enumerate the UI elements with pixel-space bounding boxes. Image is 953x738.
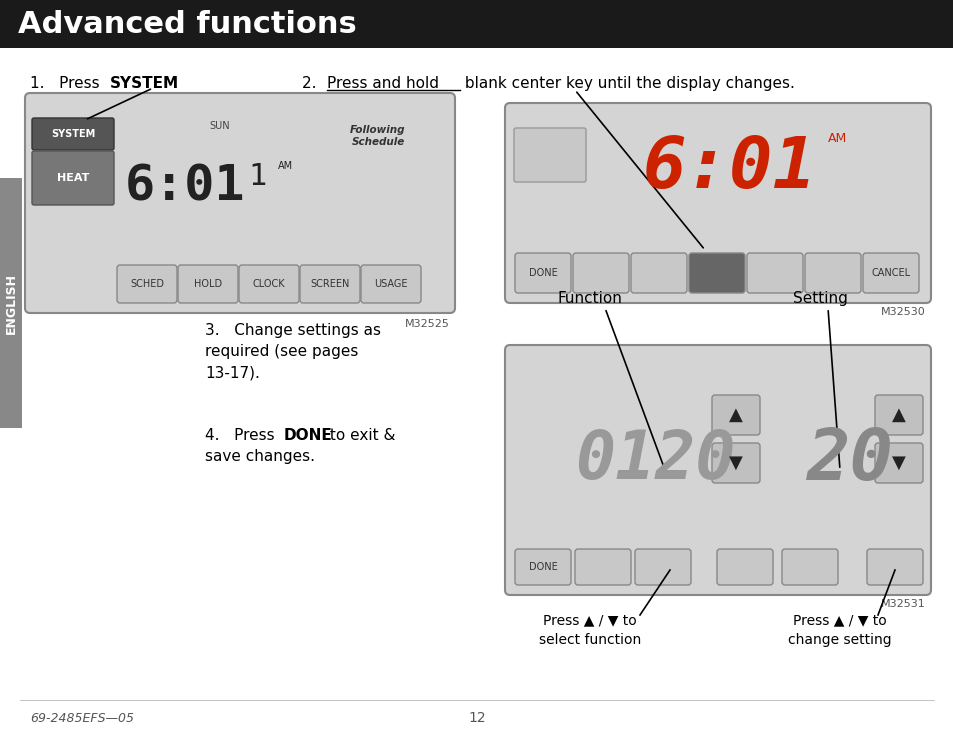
FancyBboxPatch shape: [804, 253, 861, 293]
Text: CANCEL: CANCEL: [870, 268, 909, 278]
Text: save changes.: save changes.: [205, 449, 314, 464]
FancyBboxPatch shape: [32, 151, 113, 205]
FancyBboxPatch shape: [0, 0, 953, 48]
FancyBboxPatch shape: [299, 265, 359, 303]
Text: AM: AM: [277, 161, 293, 171]
Text: ▲: ▲: [891, 406, 905, 424]
Text: 12: 12: [468, 711, 485, 725]
FancyBboxPatch shape: [117, 265, 177, 303]
Text: M32530: M32530: [881, 307, 925, 317]
Text: to exit &: to exit &: [325, 428, 395, 443]
Text: USAGE: USAGE: [374, 279, 407, 289]
Text: 1.   Press: 1. Press: [30, 75, 105, 91]
Text: 4.   Press: 4. Press: [205, 428, 279, 443]
FancyBboxPatch shape: [504, 345, 930, 595]
Text: 6:01: 6:01: [125, 162, 245, 210]
Text: ▼: ▼: [891, 454, 905, 472]
FancyBboxPatch shape: [781, 549, 837, 585]
Text: M32531: M32531: [881, 599, 925, 609]
FancyBboxPatch shape: [573, 253, 628, 293]
Text: HOLD: HOLD: [193, 279, 222, 289]
FancyBboxPatch shape: [515, 549, 571, 585]
Text: SCHED: SCHED: [130, 279, 164, 289]
Text: 3.   Change settings as: 3. Change settings as: [205, 323, 380, 338]
FancyBboxPatch shape: [360, 265, 420, 303]
Text: blank center key until the display changes.: blank center key until the display chang…: [459, 75, 794, 91]
Text: select function: select function: [538, 633, 640, 647]
Text: HEAT: HEAT: [57, 173, 89, 183]
Text: .: .: [172, 75, 176, 91]
Text: AM: AM: [827, 131, 846, 145]
FancyBboxPatch shape: [746, 253, 802, 293]
Text: Function: Function: [557, 291, 621, 306]
Text: required (see pages: required (see pages: [205, 344, 358, 359]
Text: DONE: DONE: [284, 428, 333, 443]
Text: ▼: ▼: [728, 454, 742, 472]
Text: Advanced functions: Advanced functions: [18, 10, 356, 38]
Text: Press ▲ / ▼ to: Press ▲ / ▼ to: [542, 613, 637, 627]
FancyBboxPatch shape: [178, 265, 237, 303]
FancyBboxPatch shape: [635, 549, 690, 585]
Text: ▲: ▲: [728, 406, 742, 424]
Text: Press ▲ / ▼ to: Press ▲ / ▼ to: [792, 613, 886, 627]
Text: 69-2485EFS—05: 69-2485EFS—05: [30, 711, 133, 725]
Text: DONE: DONE: [528, 562, 557, 572]
FancyBboxPatch shape: [866, 549, 923, 585]
Text: 6:01: 6:01: [642, 134, 816, 202]
Text: change setting: change setting: [787, 633, 891, 647]
Text: SYSTEM: SYSTEM: [51, 129, 95, 139]
Text: SUN: SUN: [210, 121, 230, 131]
FancyBboxPatch shape: [874, 395, 923, 435]
Text: 2.: 2.: [302, 75, 331, 91]
Text: SCREEN: SCREEN: [310, 279, 350, 289]
FancyBboxPatch shape: [515, 253, 571, 293]
FancyBboxPatch shape: [32, 118, 113, 150]
Text: 13-17).: 13-17).: [205, 365, 259, 380]
Text: CLOCK: CLOCK: [253, 279, 285, 289]
Text: 20: 20: [805, 426, 893, 494]
FancyBboxPatch shape: [711, 395, 760, 435]
FancyBboxPatch shape: [717, 549, 772, 585]
Text: ENGLISH: ENGLISH: [5, 272, 17, 334]
FancyBboxPatch shape: [0, 178, 22, 428]
Text: Press and hold: Press and hold: [327, 75, 438, 91]
Text: Setting: Setting: [792, 291, 846, 306]
Text: Following
Schedule: Following Schedule: [350, 125, 405, 147]
FancyBboxPatch shape: [514, 128, 585, 182]
Text: M32525: M32525: [405, 319, 450, 329]
FancyBboxPatch shape: [711, 443, 760, 483]
Text: SYSTEM: SYSTEM: [110, 75, 179, 91]
FancyBboxPatch shape: [630, 253, 686, 293]
FancyBboxPatch shape: [874, 443, 923, 483]
Text: 1: 1: [249, 162, 267, 190]
FancyBboxPatch shape: [862, 253, 918, 293]
FancyBboxPatch shape: [25, 93, 455, 313]
FancyBboxPatch shape: [239, 265, 298, 303]
FancyBboxPatch shape: [504, 103, 930, 303]
FancyBboxPatch shape: [575, 549, 630, 585]
Text: 0120: 0120: [574, 427, 735, 493]
Text: DONE: DONE: [528, 268, 557, 278]
FancyBboxPatch shape: [688, 253, 744, 293]
